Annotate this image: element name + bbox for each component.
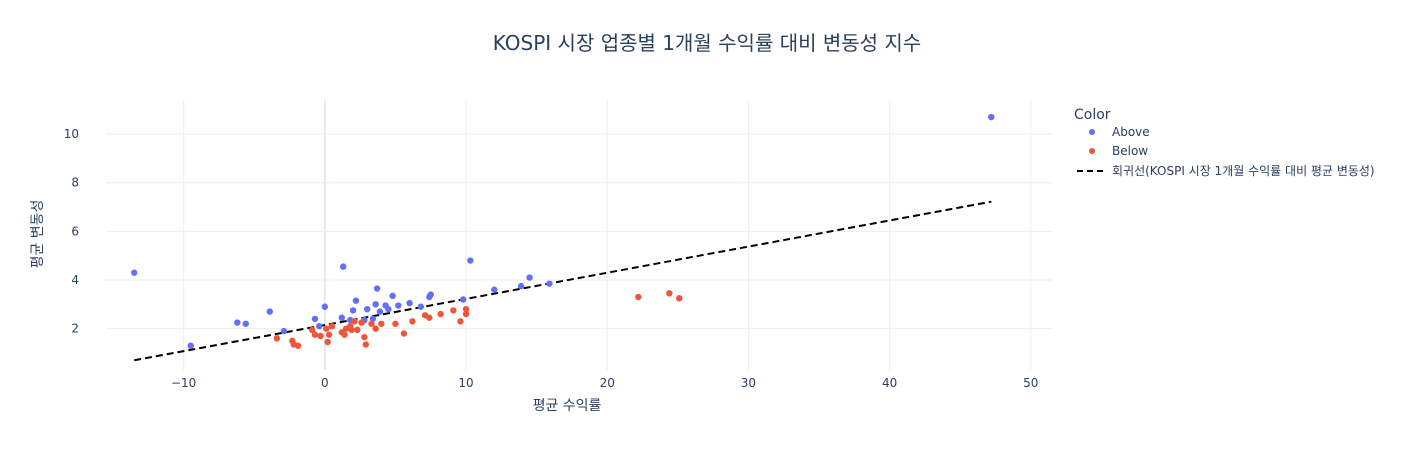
y-axis-title: 평균 변동성 — [30, 200, 46, 269]
legend-label-regression: 회귀선(KOSPI 시장 1개월 수익률 대비 평균 변동성) — [1112, 164, 1375, 178]
regression-line — [134, 200, 992, 362]
below-point[interactable] — [362, 341, 369, 348]
above-point[interactable] — [372, 301, 379, 308]
legend-marker-above — [1089, 129, 1095, 135]
above-point[interactable] — [385, 305, 392, 313]
legend: Color Above Below 회귀선(KOSPI 시장 1개월 수익률 대… — [1074, 107, 1375, 178]
below-point[interactable] — [328, 323, 336, 330]
grid — [106, 100, 1052, 370]
above-point[interactable] — [988, 113, 995, 121]
below-point[interactable] — [348, 326, 355, 334]
below-point[interactable] — [437, 310, 444, 318]
above-point[interactable] — [280, 327, 288, 335]
regression-line-layer — [134, 200, 992, 362]
above-point[interactable] — [364, 305, 371, 313]
x-tick-label: 30 — [741, 376, 756, 390]
below-point[interactable] — [368, 320, 375, 327]
above-point[interactable] — [417, 303, 425, 310]
above-point[interactable] — [373, 285, 381, 292]
below-point[interactable] — [323, 325, 330, 332]
x-tick-label: 20 — [600, 376, 615, 390]
above-point[interactable] — [406, 299, 413, 307]
legend-title: Color — [1074, 107, 1111, 123]
below-point[interactable] — [341, 331, 348, 338]
below-point[interactable] — [378, 320, 385, 327]
above-point[interactable] — [311, 315, 319, 323]
chart-title: KOSPI 시장 업종별 1개월 수익률 대비 변동성 지수 — [493, 31, 921, 55]
above-point[interactable] — [321, 303, 329, 310]
legend-item-above[interactable]: Above — [1089, 125, 1150, 139]
y-tick-label: 10 — [64, 127, 79, 141]
above-point[interactable] — [460, 296, 467, 303]
above-point[interactable] — [340, 263, 347, 270]
x-tick-label: −10 — [171, 376, 196, 390]
below-point[interactable] — [317, 332, 324, 340]
x-axis-title: 평균 수익률 — [533, 398, 602, 414]
legend-label-below: Below — [1112, 144, 1148, 158]
above-point[interactable] — [546, 280, 553, 287]
above-point[interactable] — [376, 308, 384, 315]
above-point[interactable] — [467, 257, 474, 264]
above-point[interactable] — [526, 274, 533, 281]
below-point[interactable] — [372, 325, 379, 332]
above-point[interactable] — [316, 323, 323, 330]
above-point[interactable] — [242, 320, 249, 327]
x-tick-label: 10 — [458, 376, 473, 390]
x-tick-label: 40 — [882, 376, 897, 390]
below-point[interactable] — [308, 326, 316, 334]
x-tick-label: 50 — [1023, 376, 1038, 390]
below-point[interactable] — [400, 330, 408, 337]
above-point[interactable] — [349, 307, 357, 314]
below-point[interactable] — [462, 305, 470, 313]
legend-label-above: Above — [1112, 125, 1150, 139]
y-tick-label: 2 — [71, 322, 79, 336]
below-point[interactable] — [361, 333, 368, 341]
below-point[interactable] — [311, 331, 319, 338]
data-points — [131, 113, 995, 349]
legend-item-regression[interactable]: 회귀선(KOSPI 시장 1개월 수익률 대비 평균 변동성) — [1077, 164, 1375, 178]
below-point[interactable] — [676, 295, 683, 302]
above-point[interactable] — [395, 302, 402, 309]
legend-marker-below — [1089, 148, 1095, 154]
legend-item-below[interactable]: Below — [1089, 144, 1148, 158]
y-tick-label: 6 — [71, 224, 79, 238]
above-point[interactable] — [389, 292, 396, 300]
y-tick-label: 4 — [71, 273, 79, 287]
above-point[interactable] — [187, 342, 194, 349]
above-point[interactable] — [338, 314, 345, 321]
above-point[interactable] — [491, 286, 498, 293]
above-point[interactable] — [427, 291, 434, 298]
below-point[interactable] — [457, 318, 464, 325]
x-tick-label: 0 — [321, 376, 329, 390]
x-axis-ticks: −10 0 10 20 30 40 50 — [171, 376, 1038, 390]
below-point[interactable] — [426, 314, 433, 321]
below-point[interactable] — [409, 318, 416, 325]
above-point[interactable] — [131, 269, 138, 276]
above-point[interactable] — [352, 297, 360, 304]
below-point[interactable] — [635, 293, 642, 301]
below-point[interactable] — [358, 319, 365, 326]
y-tick-label: 8 — [71, 176, 79, 190]
below-point[interactable] — [294, 342, 302, 349]
below-point[interactable] — [324, 338, 331, 346]
below-point[interactable] — [392, 320, 399, 327]
below-point[interactable] — [273, 335, 281, 342]
above-point[interactable] — [266, 308, 273, 315]
above-point[interactable] — [234, 319, 241, 326]
above-point[interactable] — [369, 315, 377, 323]
below-point[interactable] — [325, 331, 333, 338]
below-point[interactable] — [351, 318, 358, 325]
above-point[interactable] — [517, 282, 525, 290]
below-point[interactable] — [462, 310, 470, 318]
below-point[interactable] — [354, 326, 361, 334]
y-axis-ticks: 2 4 6 8 10 — [64, 127, 79, 336]
below-point[interactable] — [666, 290, 673, 297]
below-point[interactable] — [450, 307, 457, 314]
